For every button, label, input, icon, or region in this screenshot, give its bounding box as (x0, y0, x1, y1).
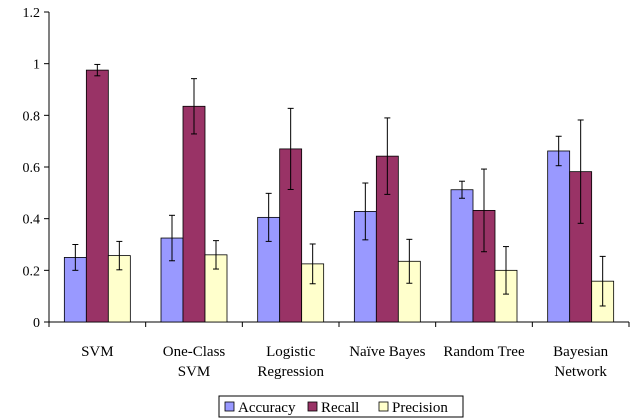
y-tick-label: 0.8 (23, 109, 41, 124)
bar-accuracy (547, 150, 571, 323)
legend-swatch-recall (307, 401, 318, 412)
y-tick-label: 1 (33, 58, 40, 73)
x-category-label-line: Bayesian (553, 344, 608, 360)
x-category-label: One-Class SVM (163, 344, 226, 380)
error-bars (72, 63, 606, 307)
x-category-label-line: SVM (178, 364, 211, 380)
x-category-label: SVM (81, 344, 114, 360)
x-category-label-line: One-Class (163, 344, 226, 360)
y-tick-label: 0.4 (23, 213, 41, 228)
legend-swatch-precision (378, 401, 389, 412)
legend-label-accuracy: Accuracy (238, 400, 296, 416)
bars (63, 69, 615, 323)
legend-swatch-accuracy (224, 401, 235, 412)
y-axis: 0 0.2 0.4 0.6 0.8 1 1.2 (23, 6, 50, 331)
legend-box (218, 395, 464, 418)
y-tick-label: 1.2 (23, 6, 41, 21)
x-category-label: Bayesian Network (553, 344, 608, 380)
x-category-label-line: Random Tree (443, 344, 525, 360)
x-category-label-line: Naïve Bayes (349, 344, 425, 360)
x-category-label-line: Logistic (266, 344, 316, 360)
legend-label-recall: Recall (321, 400, 359, 416)
x-category-label: Random Tree (443, 344, 525, 360)
x-category-label-line: SVM (81, 344, 114, 360)
y-tick-label: 0.2 (23, 264, 41, 279)
legend: Accuracy Recall Precision (218, 395, 464, 418)
x-category-label: Naïve Bayes (349, 344, 425, 360)
bar-recall (85, 69, 109, 323)
bar-recall (182, 105, 206, 323)
bar-accuracy (450, 189, 474, 323)
legend-label-precision: Precision (392, 400, 448, 416)
x-category-label-line: Network (554, 364, 607, 380)
x-category-label-line: Regression (257, 364, 324, 380)
y-tick-label: 0.6 (23, 161, 41, 176)
y-tick-label: 0 (33, 316, 40, 331)
x-axis: SVM One-Class SVM Logistic Regression Naïve B… (48, 321, 630, 380)
x-category-label: Logistic Regression (257, 344, 324, 380)
